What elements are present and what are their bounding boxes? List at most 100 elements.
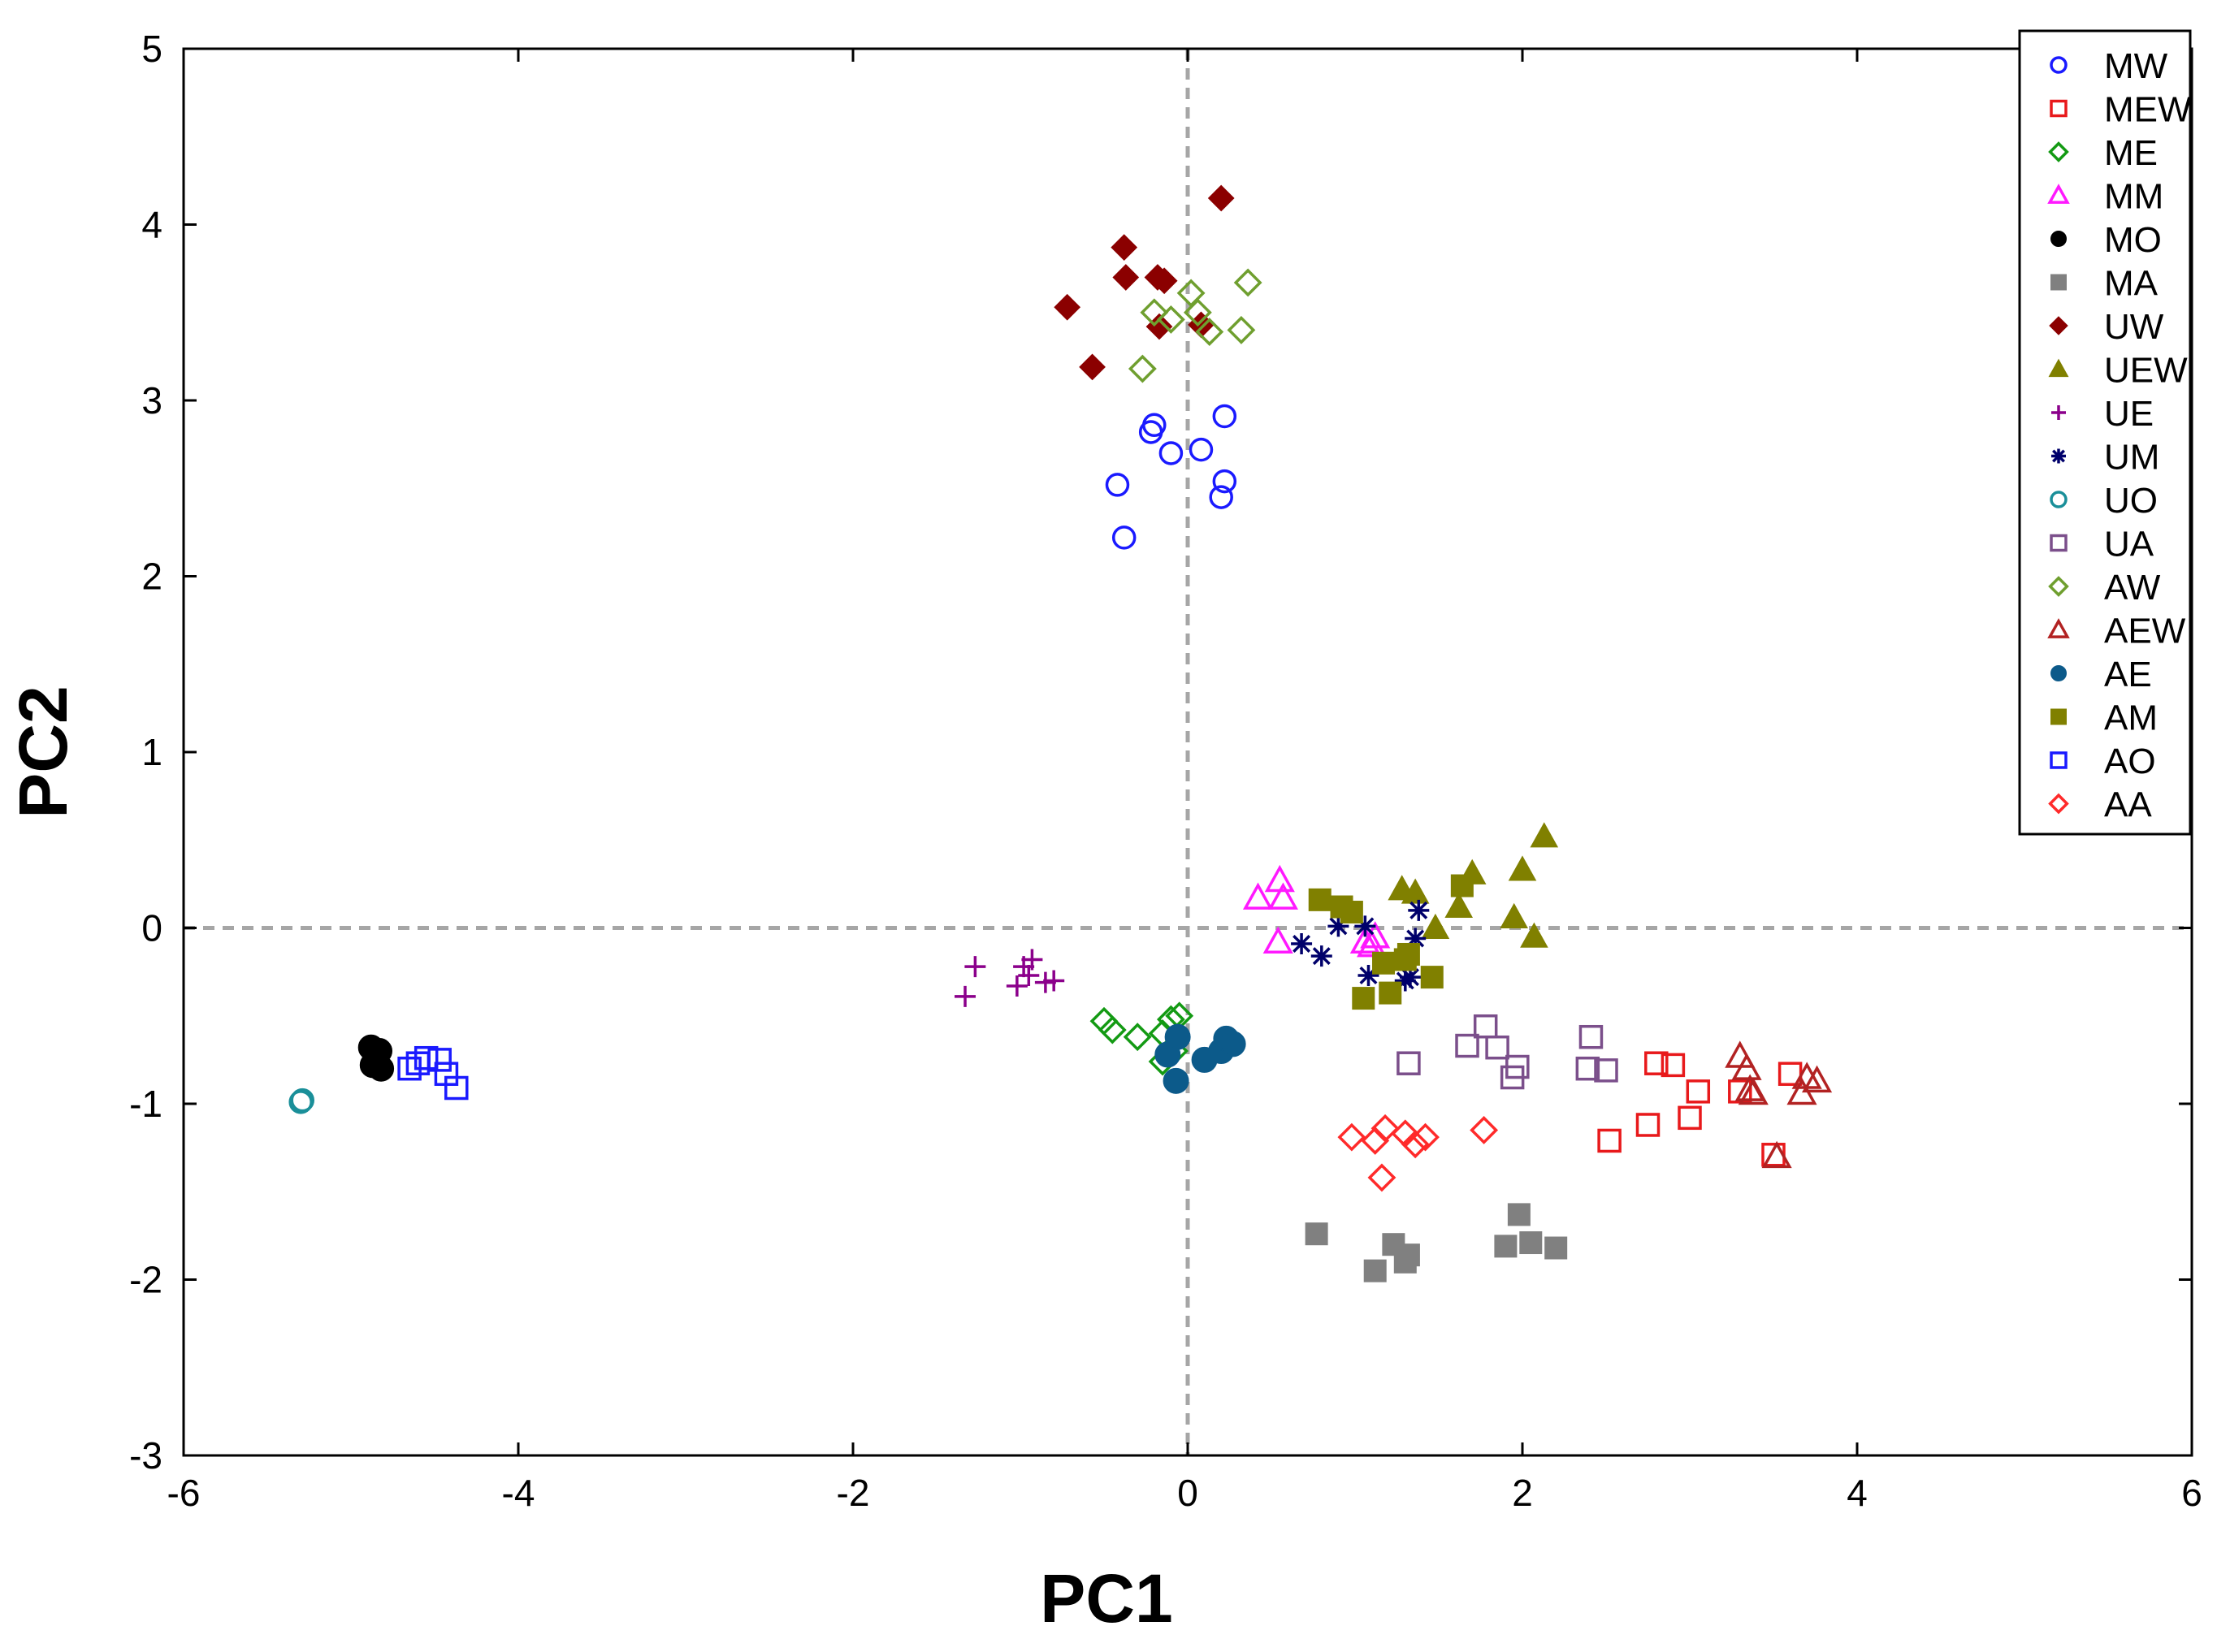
legend-label: AW — [2104, 568, 2161, 608]
data-point-aa — [1401, 1130, 1430, 1159]
data-point-ue — [1018, 964, 1040, 986]
x-axis-title: PC1 — [1040, 1560, 1172, 1637]
data-point-ue — [1006, 975, 1028, 997]
data-point-ma — [1519, 1231, 1543, 1255]
legend-label: MW — [2104, 46, 2168, 86]
data-point-ua — [1505, 1054, 1530, 1079]
data-point-aw — [1195, 318, 1224, 346]
data-point-ma — [1363, 1259, 1387, 1282]
data-point-um — [1310, 945, 1332, 967]
legend-marker-aa — [2048, 793, 2069, 815]
data-point-aa — [1411, 1122, 1440, 1152]
data-point-uo — [290, 1088, 315, 1113]
series-um — [1291, 899, 1430, 992]
data-point-ue — [955, 985, 976, 1007]
x-tick-label: -4 — [502, 1472, 535, 1514]
series-aw — [1128, 268, 1262, 383]
series-mw — [1105, 404, 1237, 550]
legend-marker-uo — [2050, 491, 2068, 508]
data-point-aw — [1227, 315, 1256, 344]
legend-label: MEW — [2104, 90, 2192, 130]
legend-marker-mw — [2050, 56, 2068, 74]
data-point-uew — [1530, 822, 1559, 848]
data-point-mw — [1212, 404, 1237, 429]
legend-box — [2018, 29, 2192, 836]
legend-label: ME — [2104, 133, 2158, 173]
series-uo — [288, 1088, 315, 1114]
legend-marker-mo — [2050, 231, 2067, 247]
data-point-uew — [1500, 902, 1528, 928]
data-point-ua — [1396, 1051, 1421, 1075]
data-point-ua — [1578, 1024, 1604, 1049]
legend-label: AEW — [2104, 612, 2186, 651]
legend-marker-uew — [2048, 358, 2069, 378]
data-point-ao — [414, 1045, 439, 1070]
legend-marker-ua — [2050, 534, 2068, 552]
data-point-am — [1372, 951, 1396, 975]
data-point-mw — [1209, 485, 1233, 509]
x-tick-label: 2 — [1512, 1472, 1533, 1514]
legend-item-am: AM — [2050, 698, 2158, 738]
data-point-uw — [1079, 353, 1106, 381]
data-point-uew — [1520, 922, 1548, 948]
series-ao — [397, 1045, 469, 1101]
series-mm — [1242, 864, 1391, 958]
data-point-aew — [1738, 1077, 1769, 1105]
data-point-ao — [444, 1075, 469, 1101]
legend-marker-ae — [2050, 665, 2067, 681]
data-point-um — [1327, 915, 1349, 937]
legend-marker-mew — [2050, 99, 2068, 118]
legend-label: AM — [2104, 698, 2158, 738]
data-point-uw — [1111, 234, 1138, 262]
data-point-mw — [1158, 441, 1184, 465]
x-tick-label: -2 — [837, 1472, 870, 1514]
legend-marker-am — [2050, 708, 2067, 725]
data-point-aw — [1140, 298, 1169, 327]
series-ma — [1305, 1203, 1568, 1282]
legend-item-me: ME — [2048, 133, 2158, 173]
data-point-ue — [1021, 949, 1043, 971]
series-uw — [1054, 184, 1235, 381]
series-aew — [1725, 1040, 1833, 1169]
data-point-um — [1354, 915, 1376, 937]
data-point-uew — [1444, 892, 1474, 918]
data-point-uo — [288, 1090, 313, 1114]
data-point-uw — [1207, 184, 1235, 212]
series-mo — [357, 1034, 395, 1082]
data-point-uw — [1054, 293, 1081, 321]
data-point-aa — [1370, 1114, 1400, 1143]
data-point-mew — [1661, 1053, 1686, 1078]
data-point-mew — [1686, 1079, 1711, 1104]
legend-marker-me — [2048, 141, 2069, 162]
legend-item-mo: MO — [2050, 220, 2162, 260]
data-point-ma — [1305, 1222, 1328, 1246]
x-tick-label: 6 — [2181, 1472, 2202, 1514]
legend-label: UA — [2104, 525, 2154, 564]
y-tick-label: 3 — [141, 379, 162, 422]
y-axis-title: PC2 — [5, 685, 81, 818]
data-point-ae — [1163, 1067, 1189, 1094]
data-point-ue — [964, 956, 986, 978]
series-aa — [1337, 1114, 1499, 1192]
data-point-am — [1340, 901, 1363, 924]
y-tick-label: 0 — [141, 907, 162, 949]
data-point-mew — [1644, 1051, 1669, 1075]
y-tick-label: 2 — [141, 556, 162, 598]
data-point-ua — [1455, 1033, 1479, 1058]
legend-item-uo: UO — [2050, 481, 2158, 521]
legend-label: AA — [2104, 785, 2152, 825]
data-point-mew — [1678, 1105, 1702, 1131]
legend-label: AE — [2104, 655, 2152, 694]
data-point-uw — [1112, 264, 1140, 291]
data-point-ua — [1594, 1058, 1618, 1083]
data-point-am — [1450, 874, 1474, 897]
y-tick-label: 1 — [141, 731, 162, 773]
data-point-aw — [1183, 298, 1212, 327]
legend-label: UE — [2104, 394, 2154, 434]
data-point-uew — [1401, 878, 1430, 904]
data-point-me — [1098, 1015, 1127, 1044]
data-point-ma — [1393, 1250, 1417, 1274]
data-point-um — [1399, 967, 1421, 988]
